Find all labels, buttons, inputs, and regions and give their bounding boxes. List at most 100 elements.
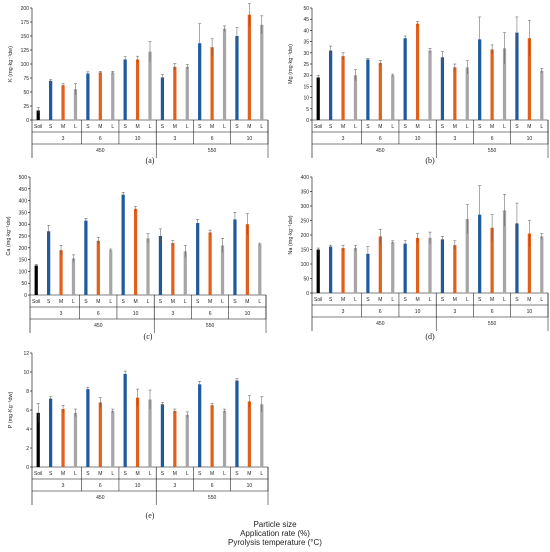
panel-b-bar-3-M: [453, 67, 457, 120]
panel-d-particle-label-0-M: M: [341, 297, 345, 303]
panel-c-label-soil: Soil: [32, 299, 40, 305]
panel-c-ytick-label-6: 300: [19, 222, 28, 228]
panel-b-particle-label-1-L: L: [391, 124, 394, 130]
panel-c-bar-4-S: [196, 223, 200, 295]
panel-b-bar-4-L: [502, 48, 507, 120]
panel-c-particle-label-5-M: M: [245, 299, 249, 305]
panel-a-particle-label-5-L: L: [260, 124, 263, 130]
panel-a-bar-5-S: [235, 36, 239, 120]
panel-c-ytick-label-2: 100: [19, 269, 28, 275]
panel-a-bar-1-L: [111, 72, 115, 120]
panel-e-rate-label-3: 3: [173, 483, 176, 489]
panel-a-bar-3-S: [160, 77, 165, 120]
panel-e-particle-label-3-L: L: [186, 471, 189, 477]
panel-d-rate-label-0: 3: [342, 309, 345, 315]
panel-a-bar-0-M: [61, 85, 65, 120]
panel-b-particle-label-1-S: S: [366, 124, 370, 130]
panel-d-bar-5-M: [527, 233, 531, 293]
panel-e-particle-label-4-S: S: [198, 471, 202, 477]
panel-e-rate-label-5: 10: [247, 483, 253, 489]
panel-e-particle-label-1-L: L: [111, 471, 114, 477]
panel-d-bar-2-M: [415, 237, 420, 293]
panel-d-bar-1-L: [391, 242, 395, 293]
panel-b-bar-1-L: [391, 75, 395, 120]
panel-a-ytick-label-7: 175: [21, 20, 30, 26]
panel-e-bar-4-L: [222, 410, 227, 467]
panel-a-rate-label-3: 3: [173, 136, 176, 142]
panel-c-bar-3-S: [158, 236, 163, 295]
panel-e-rate-label-1: 6: [99, 483, 102, 489]
panel-b-ytick-label-9: 45: [303, 17, 309, 23]
panel-e-bar-4-M: [210, 405, 214, 467]
panel-a-bar-2-S: [123, 59, 127, 120]
panel-e-particle-label-3-S: S: [161, 471, 165, 477]
panel-b-particle-label-5-L: L: [540, 124, 543, 130]
panel-c-bar-0-L: [71, 258, 76, 295]
panel-a-rate-label-2: 10: [135, 136, 141, 142]
panel-c-rate-label-1: 6: [97, 311, 100, 317]
panel-c-temp-label-1: 550: [206, 323, 215, 329]
panel-d-temp-label-1: 550: [488, 321, 497, 327]
panel-c-ytick-label-3: 150: [19, 258, 28, 264]
panel-c-bar-1-S: [84, 220, 88, 295]
panel-d-rate-label-3: 3: [453, 309, 456, 315]
panel-b-rate-label-1: 6: [379, 136, 382, 142]
panel-a-particle-label-1-L: L: [111, 124, 114, 130]
panel-d-particle-label-3-M: M: [453, 297, 457, 303]
panel-b-ytick-label-10: 50: [303, 6, 309, 12]
panel-a-particle-label-0-M: M: [61, 124, 65, 130]
panel-c-particle-label-5-L: L: [258, 299, 261, 305]
panel-c-ytick-label-5: 250: [19, 234, 28, 240]
panel-b-particle-label-1-M: M: [378, 124, 382, 130]
panel-c-bar-3-M: [171, 243, 175, 295]
panel-c-rate-label-4: 6: [209, 311, 212, 317]
panel-a-particle-label-3-M: M: [173, 124, 177, 130]
panel-e-particle-label-2-L: L: [149, 471, 152, 477]
panel-d-particle-label-1-S: S: [366, 297, 370, 303]
panel-c-bar-3-L: [183, 251, 187, 295]
panel-e-particle-label-4-L: L: [223, 471, 226, 477]
panel-e-bar-0-L: [73, 412, 78, 467]
panel-e-bar-5-M: [247, 401, 251, 467]
panel-d-bar-3-M: [453, 245, 457, 293]
panel-b-bar-4-M: [490, 49, 494, 120]
panel-e-ytick-label-5: 10: [23, 370, 29, 376]
panel-c-bar-5-L: [258, 244, 262, 295]
panel-a-caption: (a): [146, 156, 155, 165]
panel-c-bar-0-S: [47, 231, 51, 295]
panel-d-ytick-label-5: 250: [301, 219, 310, 225]
panel-d-particle-label-5-S: S: [515, 297, 519, 303]
panel-a-particle-label-0-S: S: [49, 124, 53, 130]
panel-e-bar-1-L: [111, 410, 115, 467]
panel-b-particle-label-0-S: S: [329, 124, 333, 130]
panel-b-temp-label-1: 550: [488, 148, 497, 154]
panel-b-ylabel: Mg (mg·kg⁻¹dw): [288, 44, 294, 84]
panel-c-ylabel: Ca (mg·kg⁻¹dw): [6, 216, 12, 255]
panel-b-ytick-label-1: 5: [306, 107, 309, 113]
panel-d-particle-label-4-L: L: [503, 297, 506, 303]
panel-d-particle-label-0-S: S: [329, 297, 333, 303]
panel-c-particle-label-3-L: L: [184, 299, 187, 305]
panel-e-bar-3-L: [185, 414, 189, 467]
panel-b-bar-0-M: [341, 56, 345, 120]
panel-a-bar-1-S: [86, 73, 90, 120]
panel-c-particle-label-0-M: M: [59, 299, 63, 305]
panel-a-rate-label-4: 6: [211, 136, 214, 142]
panel-b-rate-label-5: 10: [527, 136, 533, 142]
panel-b-particle-label-5-M: M: [527, 124, 531, 130]
panel-b-particle-label-0-L: L: [354, 124, 357, 130]
panel-b-particle-label-3-M: M: [453, 124, 457, 130]
panel-c-particle-label-2-M: M: [133, 299, 137, 305]
panel-a-bar-4-L: [222, 28, 227, 120]
panel-d-particle-label-2-L: L: [429, 297, 432, 303]
panel-d-ytick-label-8: 400: [301, 175, 310, 181]
panel-b-particle-label-0-M: M: [341, 124, 345, 130]
panel-d-rate-label-2: 10: [415, 309, 421, 315]
panel-b-bar-5-L: [540, 70, 544, 120]
panel-e-particle-label-1-S: S: [86, 471, 90, 477]
panel-e-bar-4-S: [198, 384, 202, 467]
panel-a-particle-label-4-L: L: [223, 124, 226, 130]
panel-b-rate-label-4: 6: [491, 136, 494, 142]
panel-e-bar-2-L: [148, 399, 152, 467]
panel-e-ytick-label-0: 0: [26, 465, 29, 471]
